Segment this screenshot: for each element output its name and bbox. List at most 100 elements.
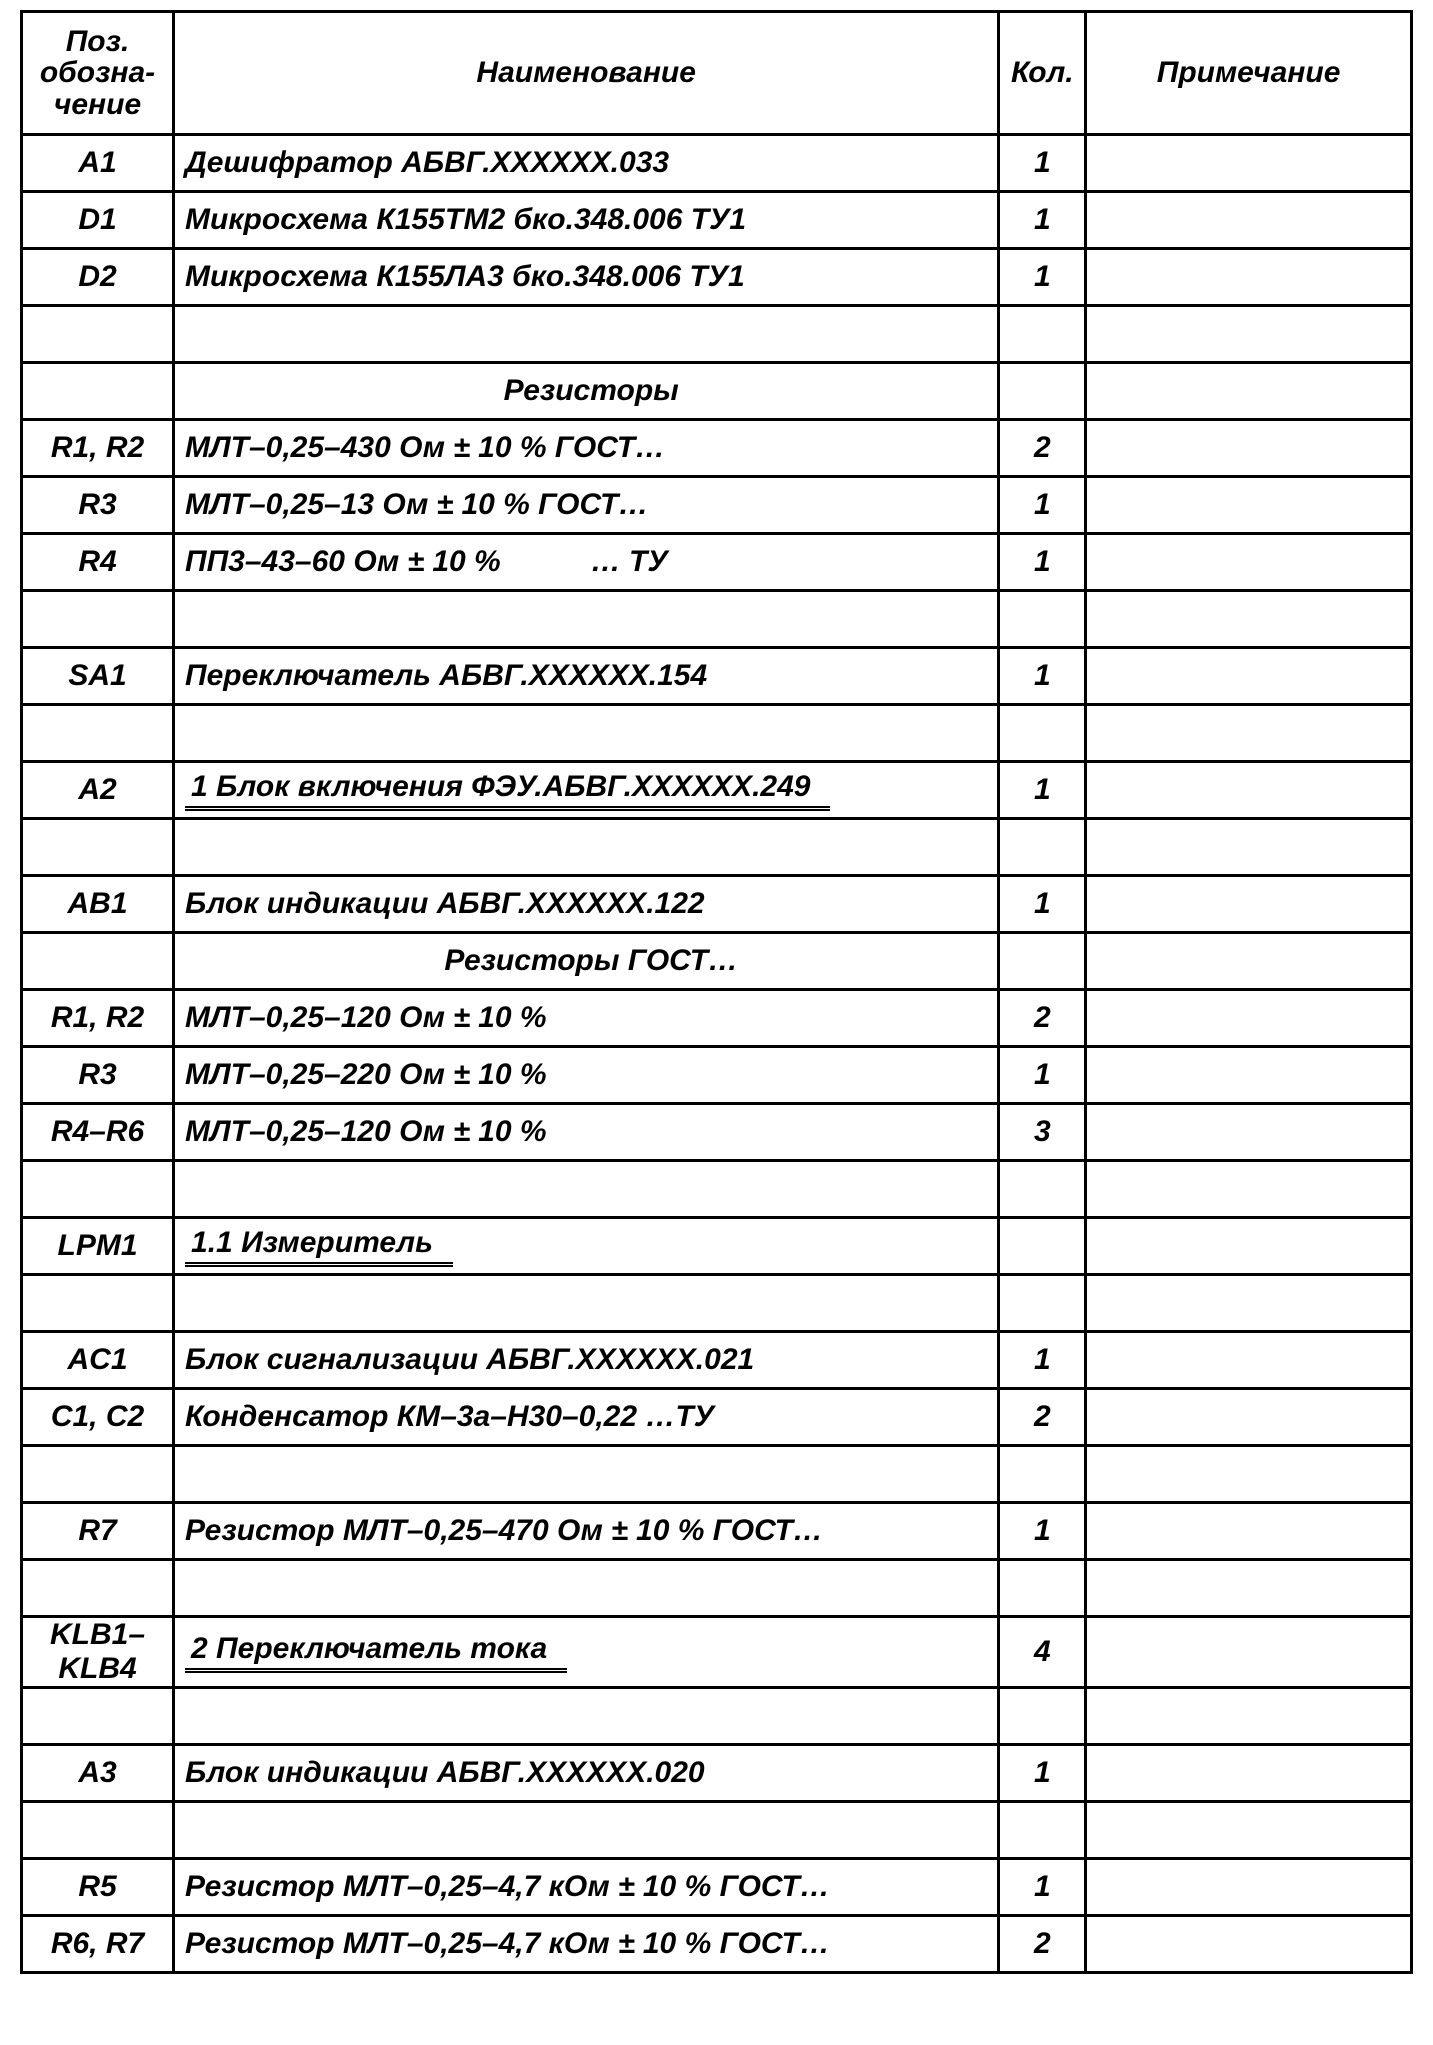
cell-pos	[22, 933, 174, 990]
cell-qty: 2	[999, 420, 1086, 477]
cell-section-heading: Резисторы ГОСТ…	[174, 933, 999, 990]
table-row: R5Резистор МЛТ–0,25–4,7 кОм ± 10 % ГОСТ……	[22, 1859, 1412, 1916]
cell-name: Резистор МЛТ–0,25–4,7 кОм ± 10 % ГОСТ…	[174, 1859, 999, 1916]
header-note-label: Примечание	[1157, 57, 1341, 89]
cell-qty: 2	[999, 1389, 1086, 1446]
cell-pos	[22, 1802, 174, 1859]
table-row: LPM11.1 Измеритель	[22, 1218, 1412, 1275]
cell-pos: A3	[22, 1745, 174, 1802]
table-row	[22, 1275, 1412, 1332]
cell-note	[1086, 1617, 1412, 1688]
cell-pos: LPM1	[22, 1218, 174, 1275]
cell-note	[1086, 1446, 1412, 1503]
cell-name	[174, 306, 999, 363]
cell-pos: SA1	[22, 648, 174, 705]
cell-qty: 1	[999, 249, 1086, 306]
cell-name	[174, 1446, 999, 1503]
cell-note	[1086, 1503, 1412, 1560]
cell-note	[1086, 306, 1412, 363]
cell-pos: KLB1–KLB4	[22, 1617, 174, 1688]
table-row	[22, 705, 1412, 762]
cell-pos	[22, 1446, 174, 1503]
cell-note	[1086, 477, 1412, 534]
cell-pos: A1	[22, 135, 174, 192]
table-row: A21 Блок включения ФЭУ.АБВГ.ХХХХХХ.2491	[22, 762, 1412, 819]
cell-name: 1.1 Измеритель	[174, 1218, 999, 1275]
cell-qty: 1	[999, 135, 1086, 192]
cell-qty	[999, 1275, 1086, 1332]
cell-note	[1086, 1916, 1412, 1973]
table-row: Резисторы	[22, 363, 1412, 420]
cell-pos: D1	[22, 192, 174, 249]
header-name: Наименование	[174, 12, 999, 135]
header-qty-label: Кол.	[1011, 57, 1074, 89]
cell-name: Конденсатор КМ–3а–Н30–0,22 …ТУ	[174, 1389, 999, 1446]
cell-note	[1086, 420, 1412, 477]
cell-name	[174, 1275, 999, 1332]
cell-pos: R6, R7	[22, 1916, 174, 1973]
cell-qty: 1	[999, 192, 1086, 249]
cell-pos: R4	[22, 534, 174, 591]
table-row: Резисторы ГОСТ…	[22, 933, 1412, 990]
cell-pos: R5	[22, 1859, 174, 1916]
cell-qty	[999, 1560, 1086, 1617]
cell-pos	[22, 591, 174, 648]
cell-note	[1086, 648, 1412, 705]
cell-note	[1086, 591, 1412, 648]
cell-note	[1086, 1688, 1412, 1745]
cell-name: МЛТ–0,25–13 Ом ± 10 % ГОСТ…	[174, 477, 999, 534]
cell-pos: R1, R2	[22, 990, 174, 1047]
cell-name: ПП3–43–60 Ом ± 10 % … ТУ	[174, 534, 999, 591]
cell-qty	[999, 306, 1086, 363]
cell-pos	[22, 819, 174, 876]
cell-note	[1086, 990, 1412, 1047]
cell-pos: AB1	[22, 876, 174, 933]
table-row	[22, 1802, 1412, 1859]
cell-pos	[22, 1275, 174, 1332]
cell-qty: 1	[999, 1047, 1086, 1104]
cell-pos	[22, 1560, 174, 1617]
header-pos: Поз.обозна-чение	[22, 12, 174, 135]
cell-note	[1086, 1332, 1412, 1389]
cell-qty: 1	[999, 876, 1086, 933]
table-row: KLB1–KLB42 Переключатель тока4	[22, 1617, 1412, 1688]
table-row: R3МЛТ–0,25–13 Ом ± 10 % ГОСТ…1	[22, 477, 1412, 534]
cell-note	[1086, 933, 1412, 990]
cell-qty: 1	[999, 762, 1086, 819]
cell-pos	[22, 306, 174, 363]
cell-note	[1086, 1161, 1412, 1218]
cell-note	[1086, 819, 1412, 876]
cell-pos	[22, 363, 174, 420]
cell-qty	[999, 705, 1086, 762]
cell-name	[174, 1161, 999, 1218]
table-row	[22, 591, 1412, 648]
cell-pos: C1, C2	[22, 1389, 174, 1446]
cell-name: МЛТ–0,25–430 Ом ± 10 % ГОСТ…	[174, 420, 999, 477]
cell-pos: R1, R2	[22, 420, 174, 477]
cell-qty: 2	[999, 990, 1086, 1047]
table-row: AB1Блок индикации АБВГ.ХХХХХХ.1221	[22, 876, 1412, 933]
cell-pos: R3	[22, 477, 174, 534]
cell-note	[1086, 1859, 1412, 1916]
cell-name: МЛТ–0,25–220 Ом ± 10 %	[174, 1047, 999, 1104]
cell-note	[1086, 363, 1412, 420]
cell-qty	[999, 1218, 1086, 1275]
cell-qty: 1	[999, 1332, 1086, 1389]
cell-qty: 1	[999, 534, 1086, 591]
cell-name: 2 Переключатель тока	[174, 1617, 999, 1688]
cell-name: Блок индикации АБВГ.ХХХХХХ.122	[174, 876, 999, 933]
cell-name: Блок сигнализации АБВГ.ХХХХХХ.021	[174, 1332, 999, 1389]
table-row: R6, R7Резистор МЛТ–0,25–4,7 кОм ± 10 % Г…	[22, 1916, 1412, 1973]
cell-note	[1086, 1218, 1412, 1275]
cell-qty	[999, 1688, 1086, 1745]
cell-name: МЛТ–0,25–120 Ом ± 10 %	[174, 1104, 999, 1161]
cell-qty: 1	[999, 648, 1086, 705]
cell-qty	[999, 591, 1086, 648]
cell-qty: 1	[999, 1745, 1086, 1802]
cell-note	[1086, 192, 1412, 249]
table-row: SA1Переключатель АБВГ.ХХХХХХ.1541	[22, 648, 1412, 705]
table-row: AC1Блок сигнализации АБВГ.ХХХХХХ.0211	[22, 1332, 1412, 1389]
cell-qty: 1	[999, 1503, 1086, 1560]
cell-pos: R4–R6	[22, 1104, 174, 1161]
cell-note	[1086, 1389, 1412, 1446]
